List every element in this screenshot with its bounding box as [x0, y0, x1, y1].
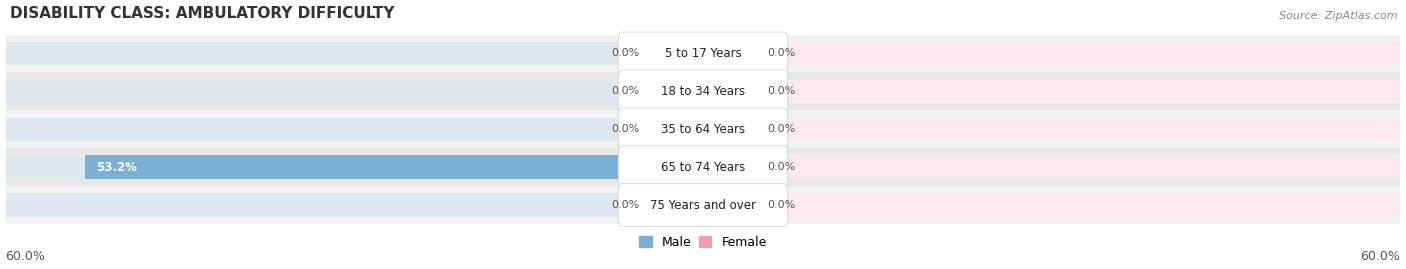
- Text: 0.0%: 0.0%: [766, 162, 796, 172]
- Bar: [6, 80, 703, 103]
- Bar: [703, 42, 761, 65]
- Legend: Male, Female: Male, Female: [634, 231, 772, 254]
- Bar: [6, 110, 1400, 148]
- Text: 65 to 74 Years: 65 to 74 Years: [661, 161, 745, 174]
- Bar: [6, 118, 703, 141]
- Bar: [84, 155, 703, 179]
- FancyBboxPatch shape: [619, 32, 787, 75]
- Text: 60.0%: 60.0%: [6, 250, 45, 263]
- Bar: [645, 118, 703, 141]
- Text: 0.0%: 0.0%: [610, 86, 640, 96]
- Bar: [703, 80, 761, 103]
- Bar: [703, 193, 1400, 217]
- Bar: [6, 34, 1400, 72]
- Bar: [703, 42, 1400, 65]
- Bar: [703, 118, 1400, 141]
- Bar: [645, 193, 703, 217]
- Text: Source: ZipAtlas.com: Source: ZipAtlas.com: [1279, 11, 1398, 21]
- FancyBboxPatch shape: [619, 184, 787, 226]
- Text: 0.0%: 0.0%: [766, 86, 796, 96]
- Bar: [6, 72, 1400, 110]
- Text: 18 to 34 Years: 18 to 34 Years: [661, 85, 745, 98]
- Bar: [645, 42, 703, 65]
- Bar: [6, 155, 703, 179]
- Text: 75 Years and over: 75 Years and over: [650, 199, 756, 212]
- Bar: [703, 118, 761, 141]
- Text: DISABILITY CLASS: AMBULATORY DIFFICULTY: DISABILITY CLASS: AMBULATORY DIFFICULTY: [10, 6, 394, 21]
- Text: 0.0%: 0.0%: [610, 200, 640, 210]
- FancyBboxPatch shape: [619, 108, 787, 151]
- Text: 0.0%: 0.0%: [610, 124, 640, 134]
- Text: 0.0%: 0.0%: [610, 48, 640, 58]
- Text: 0.0%: 0.0%: [766, 200, 796, 210]
- Bar: [6, 148, 1400, 186]
- Bar: [645, 80, 703, 103]
- Text: 35 to 64 Years: 35 to 64 Years: [661, 123, 745, 136]
- Text: 53.2%: 53.2%: [96, 161, 138, 174]
- Text: 0.0%: 0.0%: [766, 124, 796, 134]
- Bar: [703, 155, 1400, 179]
- Bar: [6, 186, 1400, 224]
- Bar: [6, 42, 703, 65]
- Bar: [703, 155, 761, 179]
- Bar: [703, 193, 761, 217]
- Text: 0.0%: 0.0%: [766, 48, 796, 58]
- Bar: [703, 80, 1400, 103]
- Text: 60.0%: 60.0%: [1361, 250, 1400, 263]
- Text: 5 to 17 Years: 5 to 17 Years: [665, 47, 741, 60]
- FancyBboxPatch shape: [619, 70, 787, 113]
- Bar: [6, 193, 703, 217]
- FancyBboxPatch shape: [619, 146, 787, 189]
